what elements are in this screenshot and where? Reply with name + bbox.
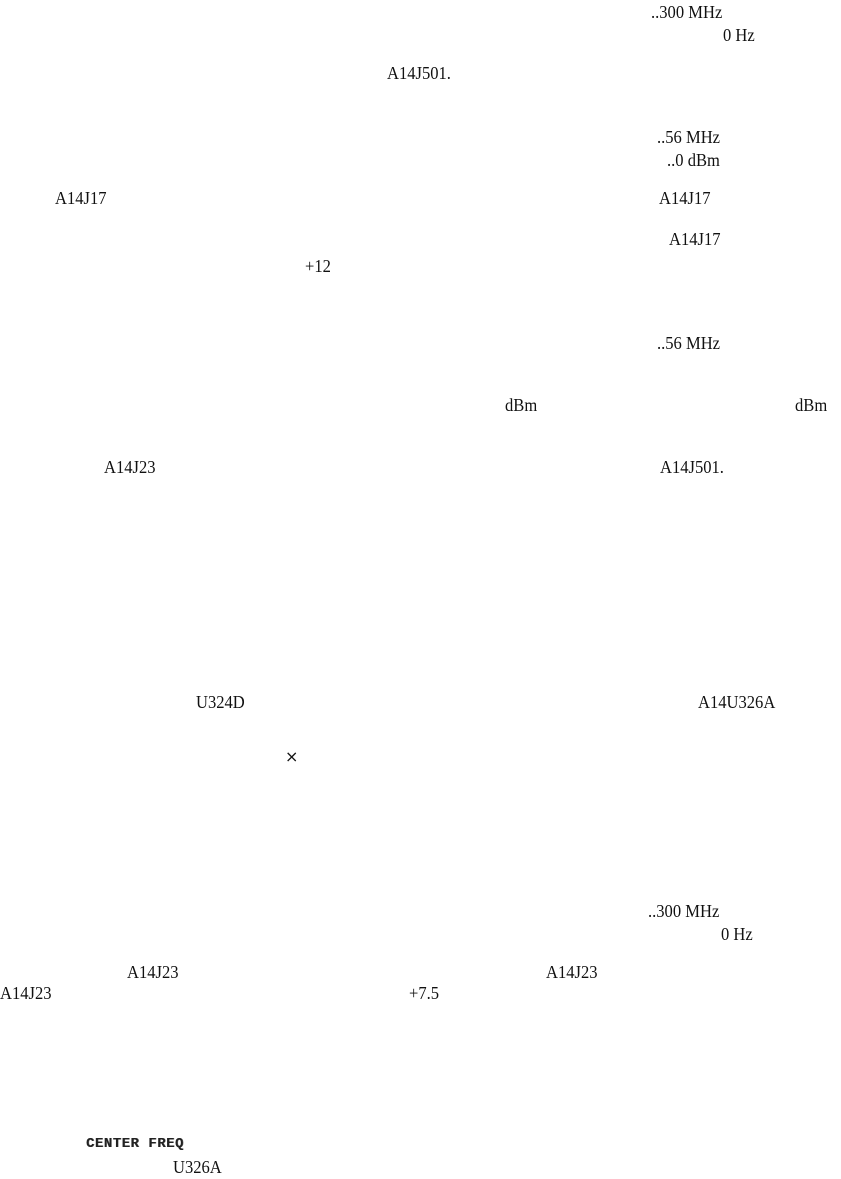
connector-label: A14J23	[546, 962, 598, 982]
voltage-value: +12	[305, 256, 331, 276]
connector-label: A14J23	[0, 983, 52, 1003]
connector-label: A14J501.	[660, 457, 724, 477]
connector-label: A14J17	[659, 188, 711, 208]
frequency-value: ..56 MHz	[657, 333, 721, 353]
frequency-value: ..300 MHz	[648, 901, 720, 921]
voltage-value: +7.5	[409, 983, 440, 1003]
connector-label: A14J23	[104, 457, 156, 477]
component-label: U324D	[196, 692, 245, 712]
multiply-symbol: ×	[285, 747, 299, 766]
component-label: A14U326A	[698, 692, 776, 712]
frequency-value: 0 Hz	[723, 25, 755, 45]
power-value: ..0 dBm	[667, 150, 720, 170]
unit-label: dBm	[505, 395, 538, 415]
frequency-value: 0 Hz	[721, 924, 753, 944]
frequency-value: ..300 MHz	[651, 2, 723, 22]
connector-label: A14J501.	[387, 63, 451, 83]
connector-label: A14J17	[55, 188, 107, 208]
frequency-value: ..56 MHz	[657, 127, 721, 147]
unit-label: dBm	[795, 395, 828, 415]
connector-label: A14J17	[669, 229, 721, 249]
center-freq-key: CENTER FREQ	[86, 1136, 184, 1152]
component-label: U326A	[173, 1157, 222, 1177]
connector-label: A14J23	[127, 962, 179, 982]
